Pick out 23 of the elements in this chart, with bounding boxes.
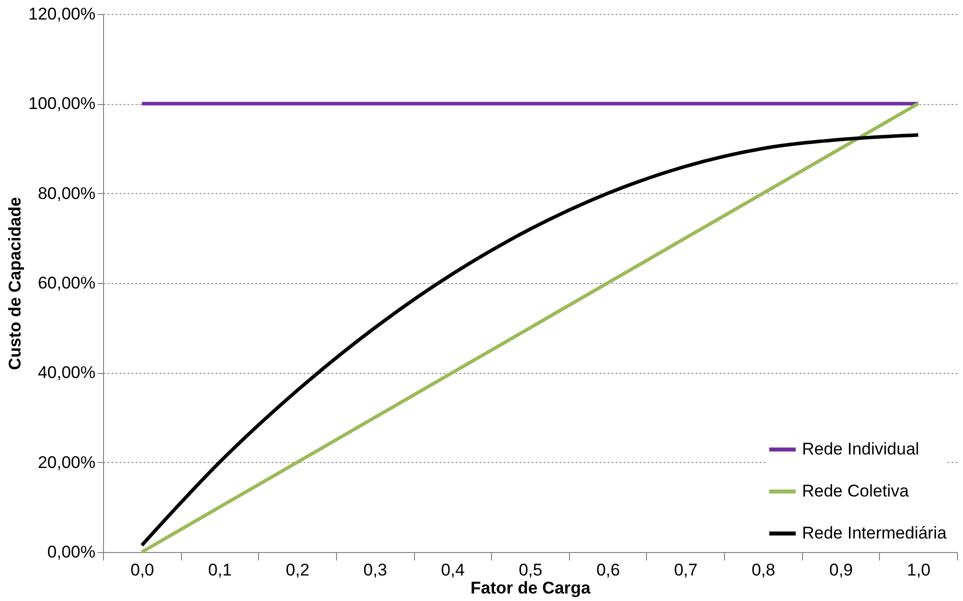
y-tick-label: 80,00%: [38, 184, 96, 203]
y-tick-label: 120,00%: [28, 4, 96, 24]
y-tick-label: 0,00%: [47, 542, 96, 562]
legend-label: Rede Coletiva: [802, 482, 910, 500]
x-tick-label: 0,1: [208, 560, 232, 580]
x-tick-label: 0,6: [596, 560, 620, 580]
x-tick-label: 0,7: [674, 560, 698, 580]
legend-label: Rede Intermediária: [802, 524, 948, 542]
x-tick-label: 0,9: [829, 560, 853, 580]
y-axis-title: Custo de Capacidade: [5, 197, 24, 370]
y-tick-label: 100,00%: [28, 94, 96, 114]
x-axis-title: Fator de Carga: [470, 578, 592, 598]
x-tick-label: 1,0: [906, 560, 930, 580]
x-tick-label: 0,2: [286, 560, 310, 580]
y-tick-label: 20,00%: [38, 452, 96, 472]
x-tick-label: 0,3: [363, 560, 388, 580]
y-tick-label: 60,00%: [38, 274, 96, 292]
legend-label: Rede Individual: [802, 440, 920, 458]
x-tick-label: 0,5: [518, 560, 542, 580]
y-tick-label: 40,00%: [38, 363, 96, 382]
x-tick-label: 0,0: [130, 560, 154, 580]
x-tick-label: 0,4: [441, 560, 465, 580]
x-tick-label: 0,8: [752, 560, 776, 580]
